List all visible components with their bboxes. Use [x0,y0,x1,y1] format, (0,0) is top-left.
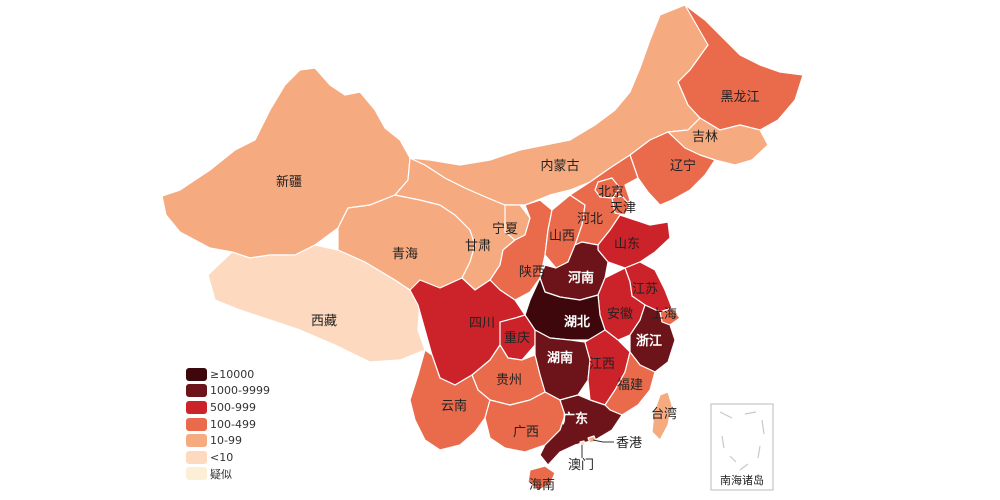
label-zhejiang: 浙江 [636,333,662,349]
label-ningxia: 宁夏 [492,221,518,237]
legend-item-10000-plus[interactable]: ≥10000 [186,366,270,383]
legend-label: 10-99 [210,434,242,448]
south-china-sea-inset: 南海诸岛 [710,403,774,491]
label-xizang: 西藏 [311,314,337,329]
label-yunnan: 云南 [441,398,467,414]
province-shapes [161,4,804,491]
label-guangxi: 广西 [513,425,539,440]
legend-label: 500-999 [210,400,256,414]
label-shanghai: 上海 [651,307,677,322]
inset-label: 南海诸岛 [720,473,764,487]
legend-item-100-499[interactable]: 100-499 [186,416,270,433]
province-heilongjiang[interactable] [677,4,804,131]
label-hebei: 河北 [577,212,603,227]
label-shandong: 山东 [614,237,640,252]
label-hubei: 湖北 [564,315,590,330]
province-labels: 新疆 西藏 青海 甘肃 内蒙古 黑龙江 吉林 辽宁 宁夏 陕西 山西 河北 北京… [276,90,760,493]
label-jiangsu: 江苏 [632,281,658,297]
label-chongqing: 重庆 [504,330,530,346]
legend-label: <10 [210,450,234,464]
label-sichuan: 四川 [469,316,495,331]
legend-item-1000-9999[interactable]: 1000-9999 [186,383,270,400]
legend-label: 1000-9999 [210,384,270,398]
label-henan: 河南 [568,270,594,286]
label-liaoning: 辽宁 [670,158,696,174]
legend-label: 疑似 [210,467,232,481]
label-qinghai: 青海 [392,247,418,262]
label-gansu: 甘肃 [465,239,491,254]
province-tianjin[interactable] [611,195,631,216]
label-shaanxi: 陕西 [519,265,545,280]
province-hainan[interactable] [527,465,556,491]
legend-swatch [186,384,207,398]
label-xinjiang: 新疆 [276,174,302,190]
map-legend: ≥10000 1000-9999 500-999 100-499 10-99 <… [186,366,270,482]
label-hunan: 湖南 [547,350,573,366]
province-aomen[interactable] [579,440,586,447]
legend-swatch [186,434,207,448]
label-jilin: 吉林 [692,130,718,145]
legend-swatch [186,400,207,414]
legend-item-under-10[interactable]: <10 [186,449,270,466]
nine-dash-line [719,411,765,471]
label-hainan: 海南 [529,477,555,493]
label-xianggang: 香港 [616,436,642,451]
legend-item-500-999[interactable]: 500-999 [186,399,270,416]
province-yunnan[interactable] [409,349,491,451]
label-guangdong: 广东 [562,411,588,427]
label-aomen: 澳门 [568,457,594,473]
legend-item-10-99[interactable]: 10-99 [186,432,270,449]
legend-swatch [186,367,207,381]
label-shanxi: 山西 [549,229,575,244]
legend-label: ≥10000 [210,367,255,381]
province-xizang[interactable] [207,244,426,363]
label-guizhou: 贵州 [496,373,522,388]
legend-swatch [186,467,207,481]
label-beijing: 北京 [598,185,624,200]
legend-label: 100-499 [210,417,256,431]
legend-item-suspected[interactable]: 疑似 [186,466,270,483]
province-liaoning[interactable] [629,131,716,206]
label-fujian: 福建 [617,378,643,393]
label-taiwan: 台湾 [651,406,677,422]
hongkong-leader-line [592,439,614,443]
label-heilongjiang: 黑龙江 [720,90,759,105]
legend-swatch [186,450,207,464]
province-guangdong[interactable] [539,394,623,466]
label-anhui: 安徽 [607,307,633,322]
province-taiwan[interactable] [651,391,673,441]
province-xianggang[interactable] [587,435,597,444]
label-neimenggu: 内蒙古 [540,158,579,174]
label-tianjin: 天津 [610,201,636,216]
label-jiangxi: 江西 [589,357,615,372]
legend-swatch [186,417,207,431]
